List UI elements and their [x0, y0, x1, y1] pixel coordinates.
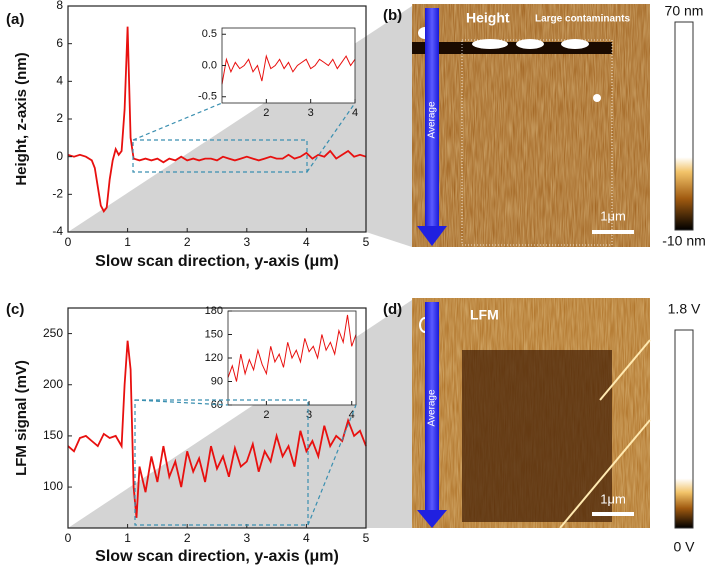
y-tick-label: 0.5 — [202, 28, 217, 40]
x-tick-label: 0 — [65, 235, 72, 249]
data-line — [227, 314, 357, 382]
data-line — [67, 26, 367, 213]
y-tick-label: 250 — [43, 326, 63, 340]
y-tick-label: 100 — [43, 479, 63, 493]
colorbar-min: 0 V — [673, 539, 695, 555]
x-tick-label: 3 — [243, 235, 250, 249]
x-tick-label: 1 — [124, 235, 131, 249]
y-tick-label: 8 — [56, 0, 63, 12]
x-tick-label: 2 — [184, 531, 191, 545]
colorbar — [674, 21, 694, 231]
y-tick-label: 150 — [205, 328, 223, 340]
x-axis-label: Slow scan direction, y-axis (μm) — [95, 548, 339, 565]
y-tick-label: 2 — [56, 111, 63, 125]
y-axis-label: Height, z-axis (nm) — [13, 52, 30, 185]
x-tick-label: 4 — [352, 107, 358, 119]
y-tick-label: -0.5 — [198, 91, 217, 103]
y-tick-label: 0 — [56, 149, 63, 163]
colorbar — [674, 329, 694, 529]
image-label: Height — [466, 10, 510, 26]
x-tick-label: 2 — [263, 409, 269, 421]
x-tick-label: 3 — [308, 107, 314, 119]
y-tick-label: 200 — [43, 377, 63, 391]
x-tick-label: 4 — [349, 409, 355, 421]
panel-label: (d) — [383, 301, 402, 318]
inset-background — [222, 28, 355, 103]
x-tick-label: 4 — [303, 235, 310, 249]
x-tick-label: 0 — [65, 531, 72, 545]
data-line — [221, 54, 356, 85]
afm-image-lfm — [412, 298, 651, 529]
image-label: LFM — [470, 307, 499, 323]
y-tick-label: 120 — [205, 352, 223, 364]
x-tick-label: 4 — [303, 531, 310, 545]
arrow-label: Average — [427, 101, 438, 139]
colorbar-max: 70 nm — [665, 3, 704, 19]
y-tick-label: 150 — [43, 428, 63, 442]
data-line — [67, 340, 367, 518]
x-tick-label: 3 — [243, 531, 250, 545]
x-tick-label: 2 — [263, 107, 269, 119]
y-tick-label: 60 — [211, 399, 223, 411]
y-tick-label: 6 — [56, 36, 63, 50]
x-tick-label: 5 — [363, 531, 370, 545]
y-tick-label: 90 — [211, 375, 223, 387]
colorbar-max: 1.8 V — [668, 301, 701, 317]
y-tick-label: -2 — [52, 187, 63, 201]
y-tick-label: 180 — [205, 305, 223, 317]
x-axis-label: Slow scan direction, y-axis (μm) — [95, 253, 339, 270]
panel-label: (c) — [6, 301, 24, 318]
arrow-label: Average — [427, 389, 438, 427]
panel-label: (a) — [6, 11, 24, 28]
x-tick-label: 2 — [184, 235, 191, 249]
x-tick-label: 3 — [306, 409, 312, 421]
panel-label: (b) — [383, 7, 402, 24]
y-tick-label: -4 — [52, 224, 63, 238]
colorbar-min: -10 nm — [662, 233, 706, 249]
annotation: Large contaminants — [535, 14, 630, 25]
y-axis-label: LFM signal (mV) — [13, 360, 30, 476]
afm-image-height — [412, 4, 650, 247]
zoom-guides — [132, 102, 357, 526]
scale-bar-label: 1μm — [600, 208, 626, 223]
x-tick-label: 1 — [124, 531, 131, 545]
y-tick-label: 0.0 — [202, 59, 217, 71]
plot-frame — [67, 307, 367, 529]
y-tick-label: 4 — [56, 74, 63, 88]
x-tick-label: 5 — [363, 235, 370, 249]
scale-bar-label: 1μm — [600, 491, 626, 506]
